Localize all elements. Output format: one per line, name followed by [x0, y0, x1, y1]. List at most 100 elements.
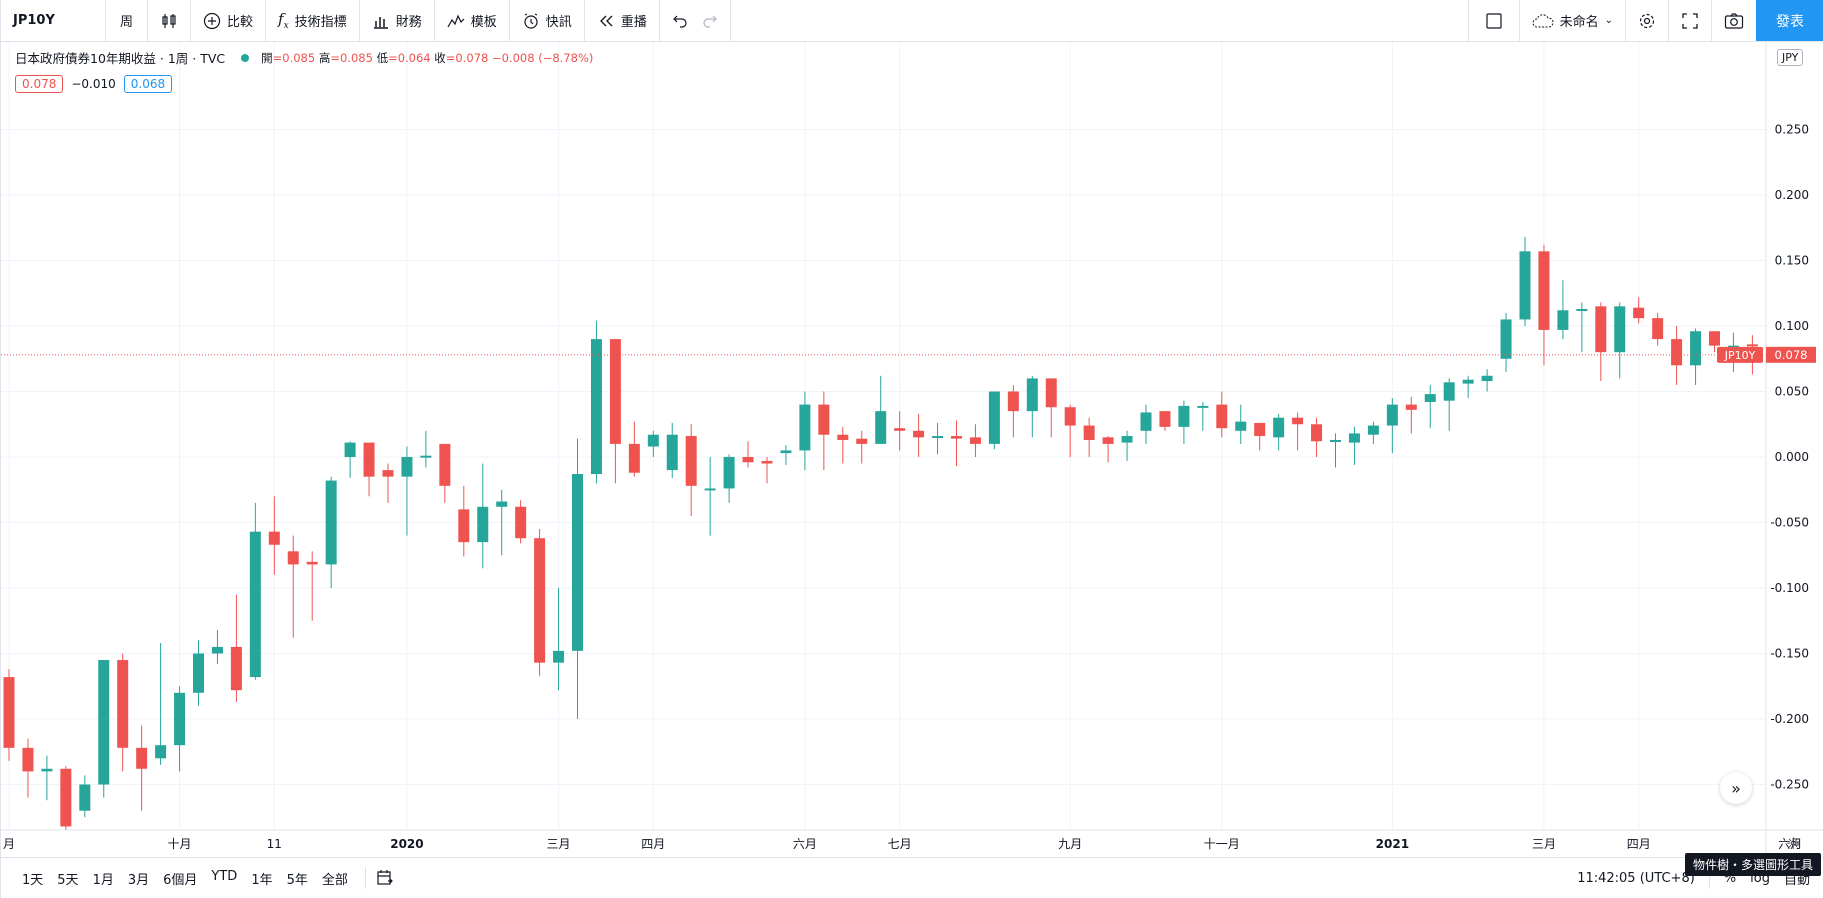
range-button[interactable]: 3月	[127, 872, 150, 888]
fullscreen-select-button[interactable]	[1467, 0, 1519, 41]
close-value: =0.078	[445, 50, 489, 65]
candle-body	[1727, 345, 1739, 348]
candle	[1273, 413, 1285, 451]
range-button[interactable]: 1年	[251, 872, 273, 888]
candle-body	[1405, 404, 1417, 410]
candle	[1671, 326, 1683, 385]
candle-body	[1595, 306, 1607, 353]
divider	[364, 867, 366, 889]
candle	[1159, 411, 1171, 431]
candle	[1709, 331, 1720, 353]
candle-body	[704, 488, 716, 491]
candle-body	[1159, 411, 1171, 427]
candle	[1026, 375, 1038, 438]
currency-badge[interactable]: JPY	[1777, 49, 1804, 66]
candle-body	[1292, 417, 1304, 425]
price-tick-label: 0.050	[1775, 385, 1809, 399]
candle	[969, 424, 981, 457]
time-tick-label: 十一月	[1204, 837, 1240, 851]
spread-value: −0.010	[71, 77, 116, 91]
series-legend[interactable]: 日本政府債券10年期收益 · 1周 · TVC 開=0.085 高=0.085 …	[15, 48, 593, 67]
candle	[230, 594, 242, 702]
undo-icon[interactable]	[672, 13, 688, 29]
range-button[interactable]: 1天	[22, 872, 44, 888]
candle-body	[534, 538, 546, 663]
indicators-label: 技術指標	[294, 15, 347, 30]
candle-body	[3, 677, 15, 748]
range-button[interactable]: 6個月	[163, 872, 198, 888]
price-axis: 0.250 0.200 0.150 0.100 0.050 0.000 -0.050 -0.1…	[1717, 42, 1823, 857]
range-button[interactable]: 5天	[57, 872, 79, 888]
candle-body	[742, 457, 754, 463]
rewind-icon	[599, 15, 613, 26]
candle-body	[1140, 412, 1152, 431]
series-title: 日本政府債券10年期收益 · 1周 · TVC	[15, 51, 226, 66]
chart-settings-icon[interactable]: ☼	[1786, 834, 1801, 853]
candle	[1443, 378, 1455, 431]
alerts-button[interactable]: 快訊	[510, 0, 585, 41]
candle	[761, 457, 773, 484]
candle-body	[1557, 310, 1569, 330]
layout-menu-button[interactable]: 未命名 ⌄	[1518, 0, 1625, 41]
candle	[894, 411, 906, 451]
candle	[60, 766, 72, 831]
range-button[interactable]: YTD	[211, 868, 238, 884]
gear-icon	[1639, 13, 1655, 28]
candle-body	[1311, 424, 1323, 442]
candle	[287, 535, 299, 638]
candle	[988, 391, 1000, 450]
low-label: 低	[376, 50, 389, 65]
candle	[1292, 412, 1304, 451]
high-value: =0.085	[330, 50, 373, 65]
candle	[1690, 328, 1702, 385]
chart-type-button[interactable]	[148, 0, 192, 41]
candle	[818, 391, 830, 471]
templates-icon	[447, 14, 465, 27]
candle	[572, 438, 583, 719]
price-tick-label: -0.050	[1770, 516, 1809, 530]
replay-button[interactable]: 重播	[585, 0, 660, 41]
candle	[951, 420, 962, 467]
goto-date-icon[interactable]	[376, 869, 394, 887]
price-tick-label: 0.250	[1775, 123, 1809, 137]
auto-toggle[interactable]: 自動	[1783, 872, 1810, 888]
candle-body	[1254, 422, 1266, 437]
expand-icon	[1682, 12, 1698, 29]
candle-body	[268, 531, 280, 545]
clock-label[interactable]: 11:42:05 (UTC+8)	[1577, 870, 1695, 886]
candle-body	[1386, 404, 1398, 426]
compare-button[interactable]: 比較	[191, 0, 267, 41]
candle	[932, 422, 944, 455]
candle-body	[477, 506, 489, 543]
settings-button[interactable]	[1625, 0, 1668, 41]
financials-button[interactable]: 財務	[360, 0, 435, 41]
redo-icon[interactable]	[702, 13, 718, 29]
buy-button[interactable]: 0.068	[123, 75, 173, 93]
open-label: 開	[261, 50, 273, 65]
indicators-button[interactable]: fx 技術指標	[266, 0, 360, 41]
time-tick-label: 月	[3, 837, 15, 851]
snapshot-button[interactable]	[1711, 0, 1756, 41]
sell-button[interactable]: 0.078	[15, 75, 64, 93]
symbol-search-button[interactable]: JP10Y	[1, 0, 106, 41]
candle-body	[306, 561, 318, 565]
bottom-toolbar: 1天 5天 1月 3月 6個月 YTD 1年 5年 全部 11:42:05 (UTC+8) % …	[1, 857, 1823, 898]
range-button[interactable]: 全部	[321, 872, 348, 888]
templates-button[interactable]: 模板	[435, 0, 510, 41]
candle-body	[1633, 307, 1645, 319]
price-chart[interactable]: 0.250 0.200 0.150 0.100 0.050 0.000 -0.050 -0.1…	[1, 42, 1823, 857]
toolbar-spacer	[731, 0, 1468, 41]
financials-label: 財務	[395, 15, 422, 30]
fullscreen-button[interactable]	[1668, 0, 1711, 41]
range-button[interactable]: 5年	[286, 872, 308, 888]
candle	[1045, 378, 1057, 438]
publish-button[interactable]: 發表	[1756, 0, 1823, 41]
candle-body	[1216, 404, 1228, 429]
candle	[837, 426, 849, 464]
interval-button[interactable]: 周	[106, 0, 149, 41]
price-axis-bg	[1766, 42, 1823, 857]
candle	[647, 430, 659, 457]
candle	[1007, 384, 1019, 438]
scroll-to-realtime-button[interactable]: »	[1720, 772, 1752, 804]
range-button[interactable]: 1月	[92, 872, 114, 888]
